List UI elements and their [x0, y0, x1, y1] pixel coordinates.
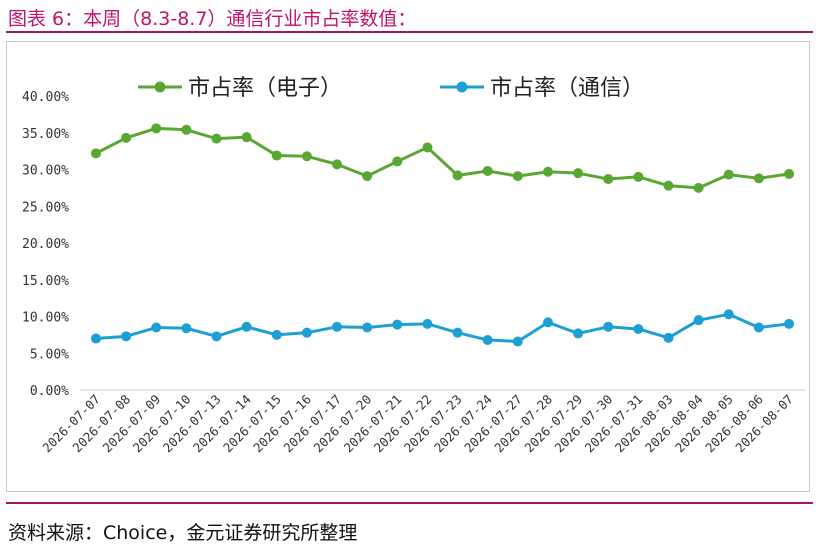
data-point-0: [452, 170, 463, 181]
data-point-1: [392, 319, 403, 330]
data-point-0: [422, 142, 433, 153]
legend-label-1: 市占率（通信）: [490, 76, 644, 101]
data-point-1: [301, 327, 312, 338]
data-point-0: [271, 150, 282, 161]
data-point-1: [332, 321, 343, 332]
y-tick-label: 40.00%: [22, 90, 69, 105]
data-point-1: [723, 309, 734, 320]
data-point-1: [633, 323, 644, 334]
data-point-0: [301, 151, 312, 162]
data-point-1: [211, 331, 222, 342]
legend-marker-1: [456, 81, 468, 93]
data-point-1: [573, 328, 584, 339]
y-tick-label: 20.00%: [22, 237, 69, 252]
y-tick-label: 5.00%: [30, 347, 69, 362]
y-tick-label: 10.00%: [22, 311, 69, 326]
data-point-0: [784, 168, 794, 179]
data-point-0: [181, 124, 192, 135]
y-tick-label: 0.00%: [30, 384, 69, 399]
y-tick-label: 15.00%: [22, 274, 69, 289]
data-point-1: [452, 327, 463, 338]
data-point-0: [512, 171, 523, 182]
data-point-0: [482, 165, 493, 176]
data-point-1: [542, 317, 553, 328]
data-point-0: [241, 132, 252, 143]
data-point-1: [362, 322, 373, 333]
data-point-1: [784, 318, 794, 329]
data-point-1: [151, 322, 162, 333]
series-line-1: [95, 312, 790, 343]
data-point-1: [271, 329, 282, 340]
data-point-0: [542, 166, 553, 177]
data-point-0: [663, 180, 674, 191]
data-point-0: [633, 171, 644, 182]
y-tick-label: 25.00%: [22, 200, 69, 215]
data-point-0: [211, 133, 222, 144]
data-point-1: [663, 332, 674, 343]
data-point-1: [422, 318, 433, 329]
data-point-1: [121, 331, 132, 342]
data-point-1: [693, 315, 704, 326]
data-point-0: [573, 168, 584, 179]
legend-marker-0: [154, 81, 166, 93]
data-point-0: [693, 182, 704, 193]
data-point-1: [181, 323, 192, 334]
data-point-1: [482, 335, 493, 346]
source-divider: [6, 502, 813, 504]
data-point-1: [753, 322, 764, 333]
series-line-0: [95, 126, 790, 190]
data-point-1: [241, 321, 252, 332]
title-divider: [6, 31, 813, 33]
data-point-0: [91, 148, 101, 159]
data-point-1: [91, 333, 101, 344]
chart-container: 0.00% 5.00% 10.00% 15.00% 20.00% 25.00% 30.00%…: [6, 41, 810, 492]
data-point-1: [603, 321, 614, 332]
figure-title: 图表 6：本周（8.3-8.7）通信行业市占率数值：: [8, 8, 417, 30]
line-chart: 0.00% 5.00% 10.00% 15.00% 20.00% 25.00% 30.00%…: [22, 76, 805, 455]
data-point-0: [753, 173, 764, 184]
data-point-0: [392, 156, 403, 167]
y-tick-label: 35.00%: [22, 127, 69, 142]
legend-label-0: 市占率（电子）: [188, 76, 342, 101]
data-point-0: [723, 169, 734, 180]
data-point-0: [603, 174, 614, 185]
data-point-0: [362, 171, 373, 182]
data-point-0: [121, 132, 132, 143]
y-tick-label: 30.00%: [22, 164, 69, 179]
data-point-0: [151, 123, 162, 134]
source-note: 资料来源：Choice，金元证券研究所整理: [8, 522, 358, 544]
data-point-1: [512, 336, 523, 347]
data-point-0: [332, 159, 343, 170]
